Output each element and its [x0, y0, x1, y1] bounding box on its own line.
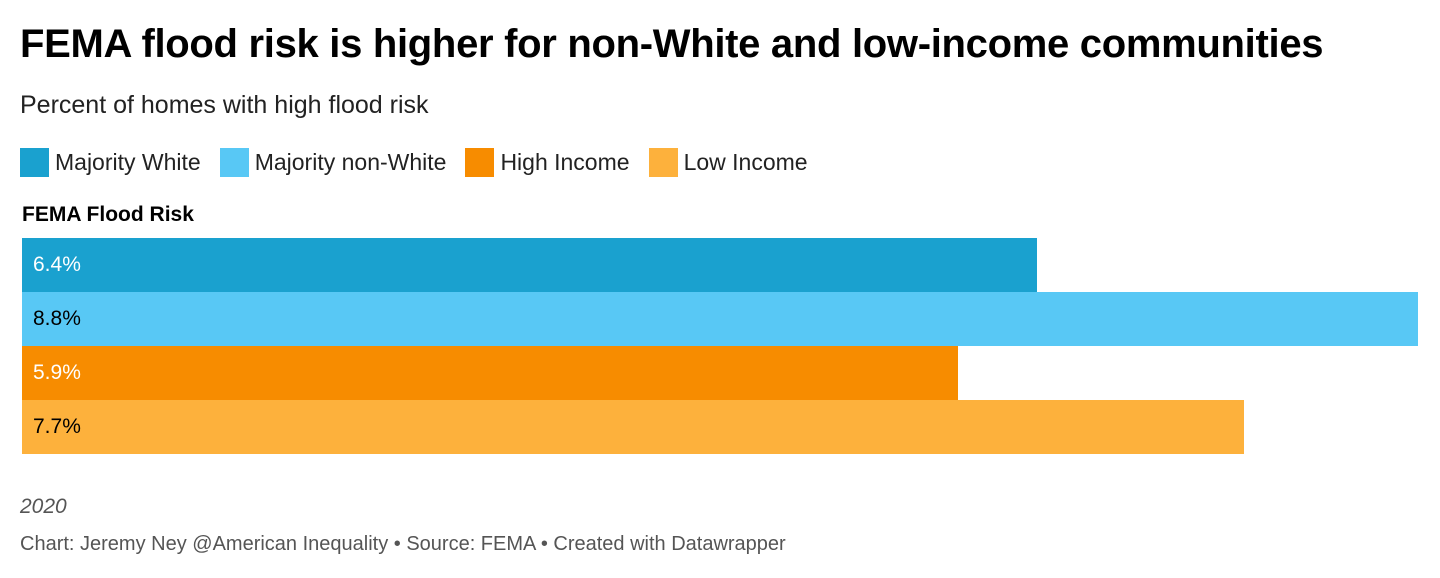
legend: Majority White Majority non-White High I… — [20, 146, 827, 178]
chart-subtitle: Percent of homes with high flood risk — [20, 91, 429, 119]
year-note: 2020 — [20, 495, 67, 518]
legend-label: High Income — [500, 148, 630, 175]
legend-label: Majority non-White — [254, 148, 447, 175]
chart-footer: Chart: Jeremy Ney @American Inequality •… — [20, 533, 786, 555]
bar-value-label: 5.9% — [33, 361, 81, 384]
legend-swatch — [219, 147, 249, 177]
bar-high-income: 5.9% — [22, 346, 958, 400]
legend-item-low-income: Low Income — [648, 147, 808, 177]
bar-value-label: 8.8% — [33, 307, 81, 330]
legend-item-high-income: High Income — [465, 147, 630, 177]
chart-title: FEMA flood risk is higher for non-White … — [20, 22, 1324, 66]
bar-majority-non-white: 8.8% — [22, 292, 1418, 346]
bar-low-income: 7.7% — [22, 400, 1244, 454]
legend-swatch — [465, 147, 495, 177]
legend-swatch — [20, 147, 49, 177]
bar-value-label: 7.7% — [33, 415, 81, 438]
category-label: FEMA Flood Risk — [22, 203, 194, 226]
legend-swatch — [648, 147, 678, 177]
legend-label: Low Income — [683, 148, 808, 175]
legend-item-majority-non-white: Majority non-White — [219, 147, 447, 177]
bar-plot-area: 6.4% 8.8% 5.9% 7.7% — [22, 238, 1418, 454]
legend-label: Majority White — [55, 148, 201, 175]
bar-majority-white: 6.4% — [22, 238, 1037, 292]
legend-item-majority-white: Majority White — [20, 147, 201, 177]
bar-value-label: 6.4% — [33, 253, 81, 276]
